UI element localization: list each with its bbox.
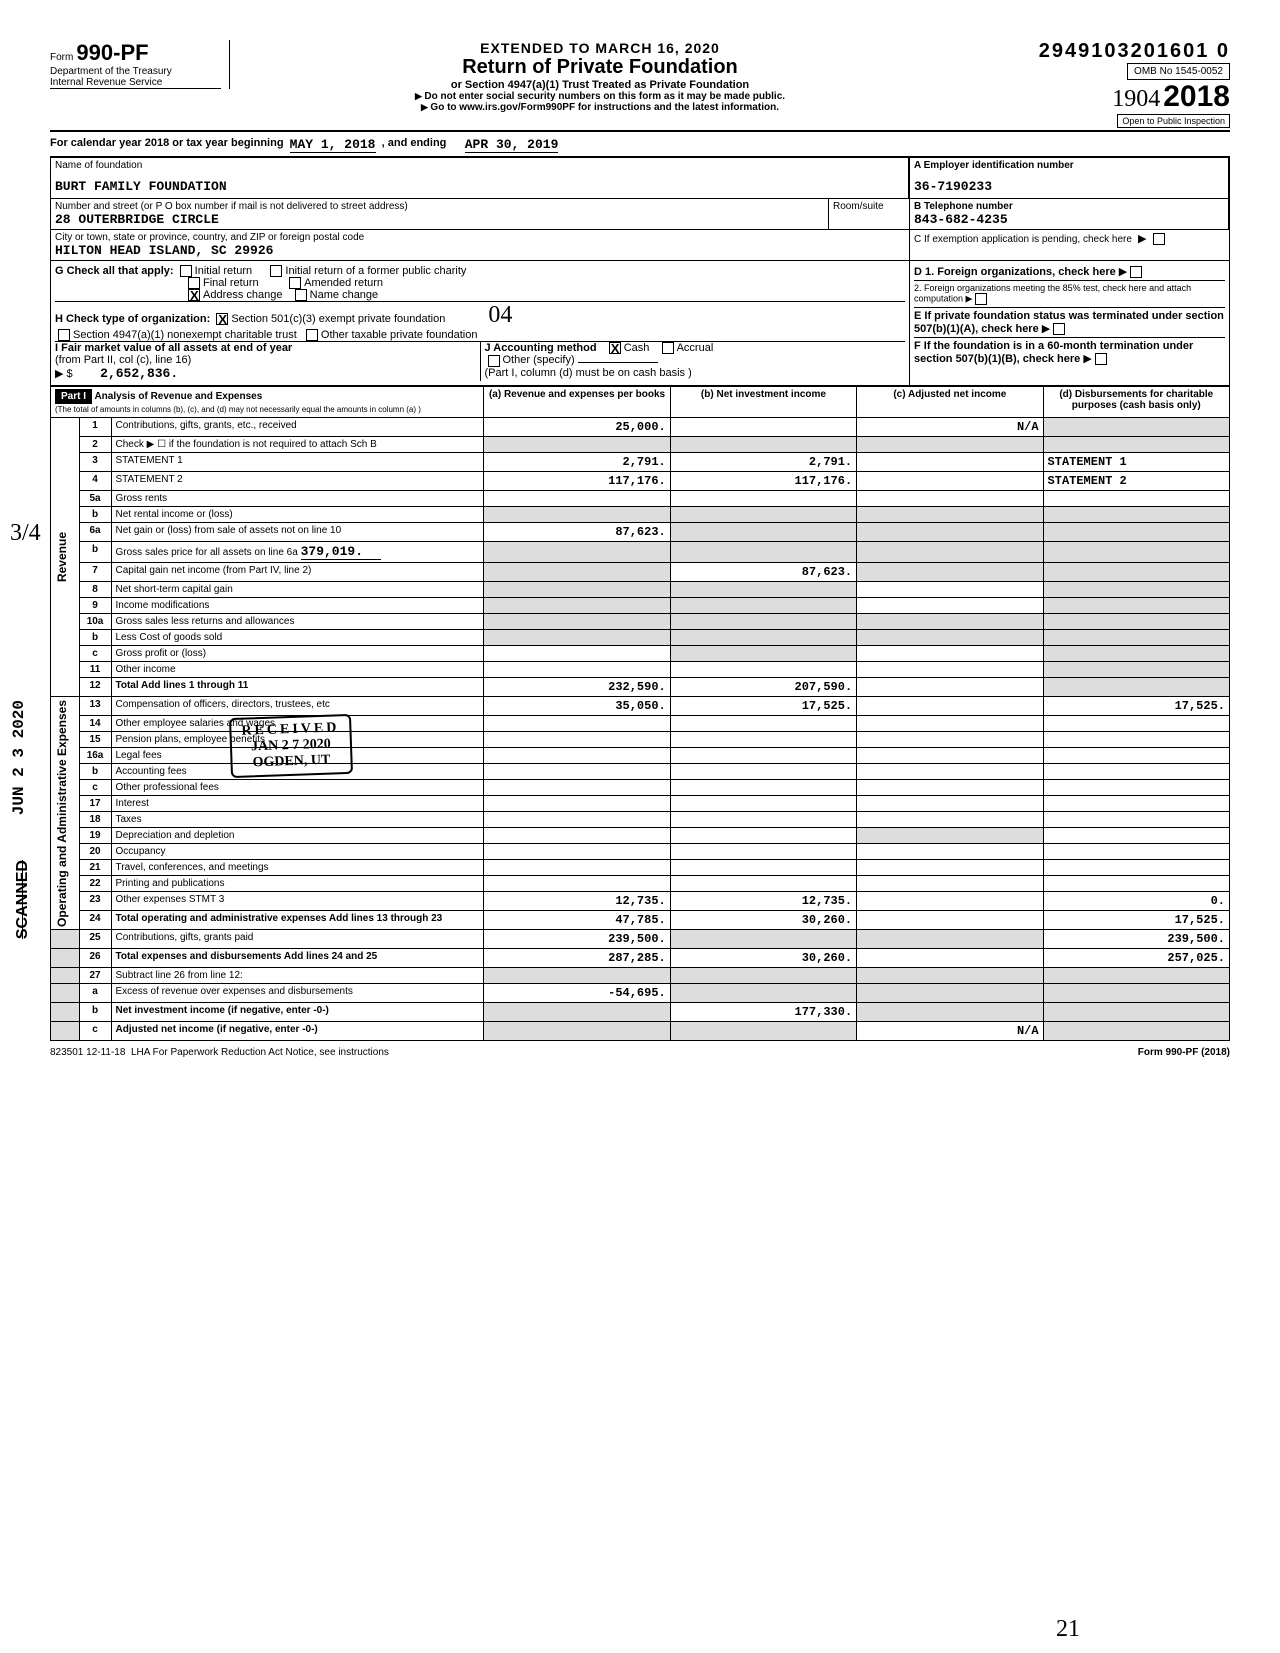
received-stamp: RECEIVED JAN 2 7 2020 OGDEN, UT xyxy=(229,714,353,778)
final-return: Final return xyxy=(203,277,259,289)
col-b-header: (b) Net investment income xyxy=(670,387,856,418)
i-label: I Fair market value of all assets at end… xyxy=(55,342,292,354)
g-label: G Check all that apply: xyxy=(55,265,174,277)
form-number: 990-PF xyxy=(76,40,148,65)
accrual-checkbox[interactable] xyxy=(662,342,674,354)
address-label: Number and street (or P O box number if … xyxy=(55,201,824,212)
d1-checkbox[interactable] xyxy=(1130,266,1142,278)
initial-former-checkbox[interactable] xyxy=(270,265,282,277)
subtitle: or Section 4947(a)(1) Trust Treated as P… xyxy=(230,79,970,91)
part1-header: Part I xyxy=(55,389,92,404)
calendar-year-row: For calendar year 2018 or tax year begin… xyxy=(50,134,1230,157)
exemption-label: C If exemption application is pending, c… xyxy=(914,234,1132,245)
title-block: EXTENDED TO MARCH 16, 2020 Return of Pri… xyxy=(230,40,970,113)
footer-lha: LHA For Paperwork Reduction Act Notice, … xyxy=(131,1047,389,1058)
foundation-city: HILTON HEAD ISLAND, SC 29926 xyxy=(55,243,905,258)
phone-label: B Telephone number xyxy=(914,201,1224,212)
checks-block: G Check all that apply: Initial return I… xyxy=(50,261,1230,386)
part1-title: Analysis of Revenue and Expenses xyxy=(94,391,262,402)
other-specify-checkbox[interactable] xyxy=(488,355,500,367)
city-label: City or town, state or province, country… xyxy=(55,232,905,243)
side-date-stamp: JUN 2 3 2020 xyxy=(10,700,28,815)
handwritten-fraction: 3/4 xyxy=(10,520,41,547)
scanned-stamp: SCANNED xyxy=(14,860,32,939)
foundation-address: 28 OUTERBRIDGE CIRCLE xyxy=(55,212,824,227)
year-begin: MAY 1, 2018 xyxy=(290,137,376,153)
handwritten-page: 21 xyxy=(1056,1616,1080,1643)
amended-return: Amended return xyxy=(304,277,383,289)
ein-value: 36-7190233 xyxy=(914,171,1224,196)
omb-number: OMB No 1545-0052 xyxy=(1127,63,1230,80)
foundation-name: BURT FAMILY FOUNDATION xyxy=(55,171,904,196)
e-label: E If private foundation status was termi… xyxy=(914,310,1224,335)
footer-code: 823501 12-11-18 xyxy=(50,1047,125,1058)
e-checkbox[interactable] xyxy=(1053,323,1065,335)
name-change-checkbox[interactable] xyxy=(295,289,307,301)
exemption-checkbox[interactable] xyxy=(1153,233,1165,245)
initial-return: Initial return xyxy=(195,265,252,277)
name-label: Name of foundation xyxy=(55,160,904,171)
expenses-label: Operating and Administrative Expenses xyxy=(55,700,69,927)
address-change: Address change xyxy=(203,289,283,301)
section-4947: Section 4947(a)(1) nonexempt charitable … xyxy=(73,329,297,341)
revenue-label: Revenue xyxy=(55,532,69,582)
dept-treasury: Department of the Treasury xyxy=(50,66,221,77)
page-footer: 823501 12-11-18 LHA For Paperwork Reduct… xyxy=(50,1047,1230,1058)
handwritten-1904: 1904 xyxy=(1112,86,1160,112)
j-note: (Part I, column (d) must be on cash basi… xyxy=(485,367,906,379)
form-header: Form 990-PF Department of the Treasury I… xyxy=(50,40,1230,128)
phone-value: 843-682-4235 xyxy=(914,212,1224,227)
j-label: J Accounting method xyxy=(485,342,597,354)
form-prefix: Form xyxy=(50,52,73,63)
room-label: Room/suite xyxy=(833,201,905,212)
year-end: APR 30, 2019 xyxy=(465,137,559,153)
initial-former: Initial return of a former public charit… xyxy=(285,265,466,277)
other-taxable-checkbox[interactable] xyxy=(306,329,318,341)
h-label: H Check type of organization: xyxy=(55,313,210,325)
footer-form: Form 990-PF (2018) xyxy=(1138,1047,1230,1058)
name-change: Name change xyxy=(310,289,379,301)
extended-to: EXTENDED TO MARCH 16, 2020 xyxy=(230,40,970,56)
section-501c3-checkbox[interactable] xyxy=(216,313,228,325)
d2-label: 2. Foreign organizations meeting the 85%… xyxy=(914,283,1191,303)
calendar-year-label: For calendar year 2018 or tax year begin… xyxy=(50,137,284,153)
part1-table: Part I Analysis of Revenue and Expenses … xyxy=(50,386,1230,1041)
accrual-label: Accrual xyxy=(677,342,714,354)
d1-label: D 1. Foreign organizations, check here xyxy=(914,266,1116,278)
handwritten-04: 04 xyxy=(488,302,512,328)
i-sub: (from Part II, col (c), line 16) xyxy=(55,354,476,366)
h-row: H Check type of organization: Section 50… xyxy=(55,302,905,329)
entity-block: Name of foundation BURT FAMILY FOUNDATIO… xyxy=(50,157,1230,261)
amended-return-checkbox[interactable] xyxy=(289,277,301,289)
section-4947-checkbox[interactable] xyxy=(58,329,70,341)
cash-checkbox[interactable] xyxy=(609,342,621,354)
col-d-header: (d) Disbursements for charitable purpose… xyxy=(1043,387,1229,418)
other-specify: Other (specify) xyxy=(503,354,575,366)
instruction-2: Go to www.irs.gov/Form990PF for instruct… xyxy=(230,102,970,113)
instruction-1: Do not enter social security numbers on … xyxy=(230,91,970,102)
col-a-header: (a) Revenue and expenses per books xyxy=(484,387,670,418)
ein-label: A Employer identification number xyxy=(914,160,1224,171)
main-title: Return of Private Foundation xyxy=(230,56,970,79)
g-row: G Check all that apply: Initial return I… xyxy=(55,265,905,277)
d2-checkbox[interactable] xyxy=(975,293,987,305)
dln: 2949103201601 0 xyxy=(970,40,1230,63)
i-value: 2,652,836. xyxy=(100,366,178,381)
irs-label: Internal Revenue Service xyxy=(50,77,221,89)
cash-label: Cash xyxy=(624,342,650,354)
f-label: F If the foundation is in a 60-month ter… xyxy=(914,340,1193,365)
f-checkbox[interactable] xyxy=(1095,353,1107,365)
open-inspection: Open to Public Inspection xyxy=(1117,114,1230,128)
tax-year: 2018 xyxy=(1163,80,1230,113)
other-taxable: Other taxable private foundation xyxy=(321,329,478,341)
and-ending: , and ending xyxy=(382,137,447,153)
initial-return-checkbox[interactable] xyxy=(180,265,192,277)
address-change-checkbox[interactable] xyxy=(188,289,200,301)
col-c-header: (c) Adjusted net income xyxy=(857,387,1043,418)
section-501c3: Section 501(c)(3) exempt private foundat… xyxy=(231,313,445,325)
part1-note: (The total of amounts in columns (b), (c… xyxy=(55,405,421,414)
